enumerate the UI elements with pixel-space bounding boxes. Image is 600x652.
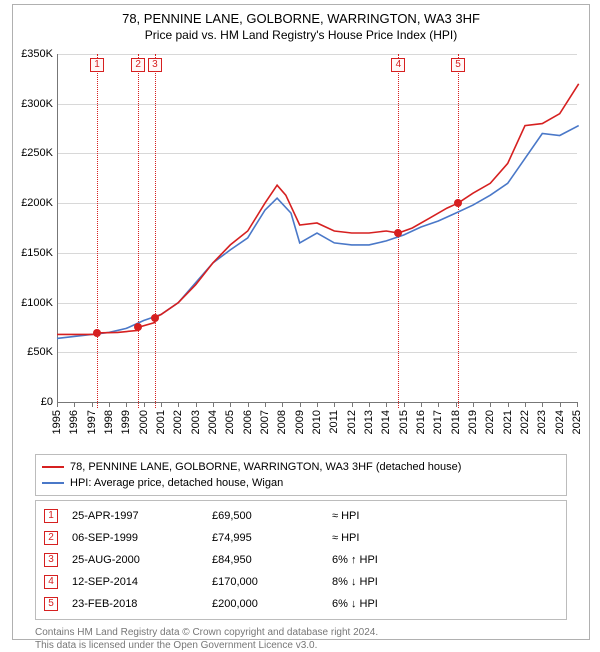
x-axis-tick: 1997 (86, 410, 98, 434)
tx-index-marker: 3 (44, 553, 58, 567)
price-point-dot (454, 199, 462, 207)
legend-label-red: 78, PENNINE LANE, GOLBORNE, WARRINGTON, … (70, 461, 461, 473)
price-point-dot (151, 314, 159, 322)
tx-note: 6% ↓ HPI (332, 598, 472, 610)
x-axis-tick: 1995 (51, 410, 63, 434)
price-point-marker: 4 (391, 58, 405, 72)
price-point-dot (134, 323, 142, 331)
legend-swatch-red (42, 466, 64, 468)
footnote: Contains HM Land Registry data © Crown c… (35, 626, 567, 652)
chart-title-address: 78, PENNINE LANE, GOLBORNE, WARRINGTON, … (17, 11, 585, 26)
chart-title-sub: Price paid vs. HM Land Registry's House … (17, 28, 585, 42)
price-point-dot (394, 229, 402, 237)
y-axis-tick: £300K (11, 98, 53, 110)
x-axis-tick: 2023 (536, 410, 548, 434)
y-axis-tick: £50K (11, 346, 53, 358)
x-axis-tick: 2016 (415, 410, 427, 434)
tx-price: £69,500 (212, 510, 332, 522)
x-axis-tick: 2005 (224, 410, 236, 434)
price-paid-line (57, 84, 579, 335)
x-axis-tick: 2019 (467, 410, 479, 434)
y-axis-tick: £200K (11, 197, 53, 209)
x-axis-tick: 2007 (259, 410, 271, 434)
y-axis-tick: £250K (11, 147, 53, 159)
x-axis-tick: 2010 (311, 410, 323, 434)
tx-index-marker: 4 (44, 575, 58, 589)
x-axis-tick: 2024 (554, 410, 566, 434)
table-row: 3 25-AUG-2000£84,9506% ↑ HPI (38, 549, 564, 571)
transactions-table: 1 25-APR-1997£69,500≈ HPI 2 06-SEP-1999£74,… (35, 500, 567, 620)
footnote-line1: Contains HM Land Registry data © Crown c… (35, 626, 567, 639)
tx-note: 8% ↓ HPI (332, 576, 472, 588)
x-axis-tick: 2006 (242, 410, 254, 434)
x-axis-tick: 2013 (363, 410, 375, 434)
y-axis-tick: £150K (11, 247, 53, 259)
table-row: 2 06-SEP-1999£74,995≈ HPI (38, 527, 564, 549)
footnote-line2: This data is licensed under the Open Gov… (35, 639, 567, 652)
x-axis-tick: 1996 (68, 410, 80, 434)
x-axis-tick: 1998 (103, 410, 115, 434)
price-point-marker: 3 (148, 58, 162, 72)
x-axis-tick: 1999 (120, 410, 132, 434)
x-axis-tick: 2018 (450, 410, 462, 434)
x-axis-tick: 2003 (190, 410, 202, 434)
tx-index-marker: 5 (44, 597, 58, 611)
price-point-marker: 5 (451, 58, 465, 72)
hpi-line (57, 126, 579, 339)
x-axis-tick: 2014 (380, 410, 392, 434)
y-axis-tick: £100K (11, 297, 53, 309)
legend: 78, PENNINE LANE, GOLBORNE, WARRINGTON, … (35, 454, 567, 496)
tx-price: £74,995 (212, 532, 332, 544)
x-axis-tick: 2025 (571, 410, 583, 434)
tx-price: £84,950 (212, 554, 332, 566)
x-axis-tick: 2008 (276, 410, 288, 434)
tx-date: 25-APR-1997 (72, 510, 212, 522)
x-axis-tick: 2012 (346, 410, 358, 434)
tx-price: £200,000 (212, 598, 332, 610)
price-point-dot (93, 329, 101, 337)
table-row: 1 25-APR-1997£69,500≈ HPI (38, 505, 564, 527)
y-axis-tick: £350K (11, 48, 53, 60)
y-axis-tick: £0 (11, 396, 53, 408)
tx-date: 25-AUG-2000 (72, 554, 212, 566)
price-point-marker: 2 (131, 58, 145, 72)
x-axis-tick: 2020 (484, 410, 496, 434)
x-axis-tick: 2011 (328, 410, 340, 434)
x-axis-tick: 2021 (502, 410, 514, 434)
tx-note: ≈ HPI (332, 510, 472, 522)
x-axis-tick: 2004 (207, 410, 219, 434)
chart-area: £0 £50K £100K £150K £200K £250K £300K £350K 1995… (13, 44, 589, 452)
tx-date: 12-SEP-2014 (72, 576, 212, 588)
tx-index-marker: 2 (44, 531, 58, 545)
legend-label-blue: HPI: Average price, detached house, Wiga… (70, 477, 283, 489)
x-axis-tick: 2000 (138, 410, 150, 434)
table-row: 5 23-FEB-2018£200,0006% ↓ HPI (38, 593, 564, 615)
tx-price: £170,000 (212, 576, 332, 588)
legend-swatch-blue (42, 482, 64, 484)
x-axis-tick: 2001 (155, 410, 167, 434)
tx-index-marker: 1 (44, 509, 58, 523)
table-row: 4 12-SEP-2014£170,0008% ↓ HPI (38, 571, 564, 593)
tx-date: 23-FEB-2018 (72, 598, 212, 610)
x-axis-tick: 2009 (294, 410, 306, 434)
tx-note: 6% ↑ HPI (332, 554, 472, 566)
x-axis-tick: 2017 (432, 410, 444, 434)
x-axis-tick: 2002 (172, 410, 184, 434)
price-point-marker: 1 (90, 58, 104, 72)
tx-date: 06-SEP-1999 (72, 532, 212, 544)
x-axis-tick: 2022 (519, 410, 531, 434)
x-axis-tick: 2015 (398, 410, 410, 434)
tx-note: ≈ HPI (332, 532, 472, 544)
